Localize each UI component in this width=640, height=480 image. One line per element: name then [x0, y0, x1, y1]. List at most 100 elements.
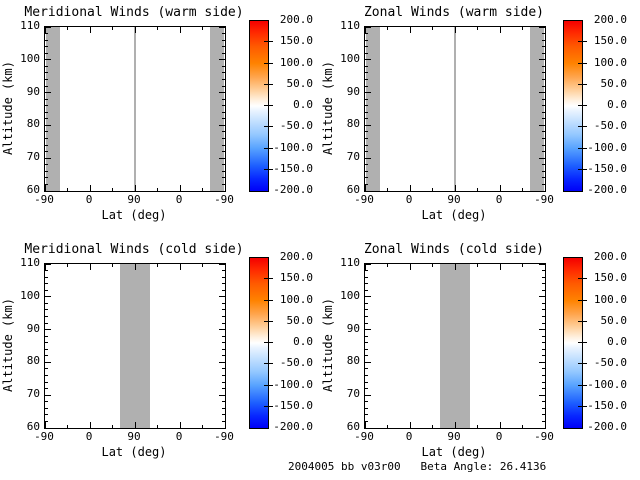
axis-tick: [542, 289, 545, 291]
colorbar-tick-label: 150.0: [279, 271, 313, 285]
x-tick-label: 0: [85, 430, 93, 443]
axis-tick: [89, 422, 91, 428]
axis-tick: [542, 111, 545, 113]
y-tick-label: 80: [346, 354, 360, 368]
y-tick-label: 70: [26, 387, 40, 401]
colorbar-tick-label: -100.0: [587, 377, 627, 391]
colorbar-tick-label: -100.0: [587, 140, 627, 154]
colorbar-tick: [578, 299, 587, 301]
axis-tick: [45, 98, 48, 100]
axis-tick: [365, 276, 368, 278]
axis-tick: [222, 335, 225, 337]
y-tick-label: 70: [346, 387, 360, 401]
axis-tick: [45, 26, 51, 28]
axis-tick: [224, 422, 226, 428]
axis-tick: [89, 27, 91, 33]
axis-tick: [222, 111, 225, 113]
axis-tick: [365, 98, 368, 100]
axis-tick: [222, 33, 225, 35]
colorbar-tick-label: 0.0: [293, 98, 313, 111]
axis-tick: [365, 368, 368, 370]
axis-tick: [112, 425, 113, 428]
axis-tick: [222, 72, 225, 74]
axis-tick: [542, 144, 545, 146]
axis-tick: [454, 264, 456, 270]
axis-tick: [45, 361, 51, 363]
y-tick-label: 110: [340, 256, 360, 269]
axis-tick: [539, 124, 545, 126]
colorbar-tick-label: -200.0: [587, 420, 627, 433]
axis-tick: [45, 157, 51, 159]
axis-tick: [222, 368, 225, 370]
axis-tick: [45, 348, 48, 350]
axis-tick: [179, 185, 181, 191]
x-tick-label: -90: [214, 193, 234, 206]
axis-tick: [477, 188, 478, 191]
axis-tick: [365, 296, 371, 298]
axis-tick: [542, 46, 545, 48]
colorbar-tick-label: -50.0: [593, 356, 627, 370]
axis-tick: [365, 92, 371, 94]
axis-tick: [222, 46, 225, 48]
y-tick-label: 60: [26, 183, 40, 196]
axis-tick: [542, 118, 545, 120]
colorbar-tick-label: -200.0: [273, 420, 313, 433]
colorbar-tick-label: -150.0: [587, 161, 627, 175]
axis-tick: [477, 264, 478, 267]
axis-tick: [45, 407, 48, 409]
axis-tick: [222, 322, 225, 324]
axis-tick: [44, 27, 46, 33]
axis-tick: [542, 407, 545, 409]
axis-tick: [222, 355, 225, 357]
axis-tick: [544, 422, 546, 428]
colorbar-tick: [578, 405, 587, 407]
y-tick-label: 60: [346, 183, 360, 196]
colorbar-tick-label: -200.0: [587, 183, 627, 196]
axis-tick: [539, 190, 545, 192]
x-tick-label: 0: [495, 193, 503, 206]
axis-tick: [499, 27, 501, 33]
axis-tick: [134, 264, 136, 270]
axis-tick: [365, 111, 368, 113]
axis-tick: [542, 52, 545, 54]
fill-band: [366, 27, 381, 191]
colorbar-tick-label: 200.0: [593, 13, 627, 26]
axis-tick: [542, 315, 545, 317]
axis-tick: [222, 348, 225, 350]
x-tick-label: 0: [405, 193, 413, 206]
axis-tick: [45, 144, 48, 146]
x-tick-label: 0: [175, 193, 183, 206]
fill-band: [453, 27, 457, 191]
axis-tick: [112, 188, 113, 191]
axis-tick: [89, 185, 91, 191]
axis-tick: [542, 276, 545, 278]
axis-tick: [365, 177, 368, 179]
axis-tick: [542, 138, 545, 140]
x-tick-label: -90: [34, 193, 54, 206]
colorbar-tick-label: -50.0: [279, 356, 313, 370]
axis-tick: [222, 118, 225, 120]
axis-tick: [365, 131, 368, 133]
axis-tick: [179, 27, 181, 33]
colorbar-tick: [578, 62, 587, 64]
colorbar-tick-label: 100.0: [593, 55, 627, 69]
axis-tick: [45, 302, 48, 304]
panel-title-meridional-warm: Meridional Winds (warm side): [24, 5, 244, 20]
fill-band: [133, 27, 137, 191]
axis-tick: [432, 425, 433, 428]
x-tick-label: 0: [85, 193, 93, 206]
axis-tick: [45, 420, 48, 422]
axis-tick: [45, 85, 48, 87]
axis-tick: [409, 264, 411, 270]
axis-tick: [45, 138, 48, 140]
axis-tick: [45, 276, 48, 278]
axis-tick: [542, 322, 545, 324]
x-tick-label: -90: [354, 430, 374, 443]
axis-tick: [157, 27, 158, 30]
axis-tick: [387, 27, 388, 30]
axis-tick: [45, 92, 51, 94]
axis-tick: [542, 368, 545, 370]
axis-tick: [542, 355, 545, 357]
axis-tick: [542, 381, 545, 383]
y-tick-label: 110: [340, 19, 360, 32]
